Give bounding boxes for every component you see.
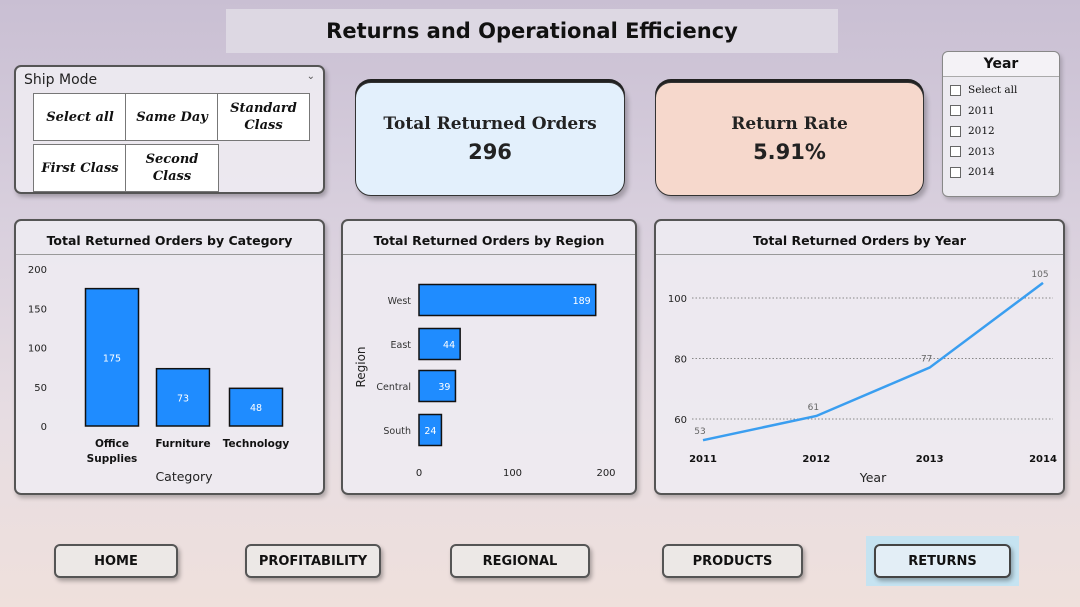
chart-category-panel: Total Returned Orders by Category 0 50 100…: [14, 219, 325, 495]
year-option-label: 2013: [968, 145, 995, 158]
data-label: 39: [438, 382, 450, 393]
data-label: 48: [250, 403, 262, 414]
x-tick-label: Technology: [223, 438, 290, 450]
checkbox-icon[interactable]: [950, 125, 961, 137]
x-tick-label: Supplies: [87, 453, 138, 465]
series-line: [702, 281, 1044, 442]
nav-returns-button[interactable]: RETURNS: [874, 544, 1011, 578]
y-axis-label: Region: [354, 346, 368, 387]
y-tick-label: 50: [34, 383, 47, 394]
y-tick-label: 60: [674, 415, 687, 426]
chevron-down-icon[interactable]: ⌄: [306, 71, 315, 82]
y-tick-label: 0: [41, 422, 47, 433]
y-tick-label: 200: [28, 265, 47, 276]
kpi-returned-label: Total Returned Orders: [383, 114, 597, 134]
ship-mode-standard-class[interactable]: Standard Class: [217, 93, 310, 141]
ship-mode-same-day[interactable]: Same Day: [125, 93, 219, 141]
year-option-label: 2012: [968, 125, 995, 138]
bar: [84, 287, 140, 427]
y-tick-label: West: [388, 296, 412, 307]
year-option-label: Select all: [968, 84, 1018, 97]
checkbox-icon[interactable]: [950, 105, 961, 117]
kpi-total-returned-orders: Total Returned Orders 296: [355, 82, 625, 196]
kpi-return-rate: Return Rate 5.91%: [655, 82, 924, 196]
y-tick-label: 80: [674, 355, 687, 366]
page-title: Returns and Operational Efficiency: [226, 9, 838, 53]
year-option-2011[interactable]: 2011: [943, 101, 1059, 122]
y-tick-label: 150: [28, 304, 47, 315]
data-label: 24: [424, 426, 436, 437]
data-label: 73: [177, 393, 189, 404]
year-option-select-all[interactable]: Select all: [943, 80, 1059, 101]
chart-category-title: Total Returned Orders by Category: [46, 233, 293, 248]
x-tick-label: Office: [95, 438, 129, 450]
bar: [418, 283, 597, 317]
year-slicer: Year Select all 2011 2012 2013 2014: [942, 51, 1060, 197]
chart-year-title: Total Returned Orders by Year: [753, 233, 966, 248]
chart-category-svg: 0 50 100 150 200 175 Office Supplies 73 Furniture…: [28, 265, 290, 484]
y-tick-label: 100: [28, 344, 47, 355]
data-label: 44: [443, 340, 455, 351]
y-tick-label: 100: [668, 294, 687, 305]
year-option-2013[interactable]: 2013: [943, 142, 1059, 163]
chart-region-svg: 189 West 44 East 39 Central 24 South 0 100 200 Regi…: [354, 283, 616, 479]
year-option-2014[interactable]: 2014: [943, 162, 1059, 183]
data-label: 105: [1031, 270, 1048, 280]
checkbox-icon[interactable]: [950, 84, 961, 96]
data-label: 77: [921, 355, 932, 365]
bar: [228, 387, 284, 427]
year-slicer-title: Year: [943, 52, 1059, 77]
x-tick-label: 100: [503, 468, 522, 479]
kpi-returned-value: 296: [468, 140, 512, 164]
bar: [418, 413, 443, 447]
kpi-rate-label: Return Rate: [731, 114, 848, 134]
kpi-rate-value: 5.91%: [753, 140, 826, 164]
x-tick-label: 200: [596, 468, 615, 479]
y-tick-label: East: [391, 340, 412, 351]
checkbox-icon[interactable]: [950, 146, 961, 158]
y-tick-label: South: [383, 426, 411, 437]
ship-mode-slicer: Ship Mode ⌄ Select all Same Day Standard…: [14, 65, 325, 194]
bar: [418, 327, 461, 361]
nav-products-button[interactable]: PRODUCTS: [662, 544, 803, 578]
year-option-2012[interactable]: 2012: [943, 121, 1059, 142]
x-axis-label: Year: [859, 470, 887, 485]
x-tick-label: 0: [416, 468, 422, 479]
ship-mode-first-class[interactable]: First Class: [33, 144, 127, 192]
bar: [155, 367, 211, 427]
x-tick-label: 2013: [916, 454, 944, 465]
nav-profitability-button[interactable]: PROFITABILITY: [245, 544, 381, 578]
year-option-label: 2011: [968, 104, 995, 117]
y-tick-label: Central: [376, 382, 411, 393]
ship-mode-select-all[interactable]: Select all: [33, 93, 127, 141]
data-label: 175: [103, 353, 121, 364]
chart-region-panel: Total Returned Orders by Region 189 West 4…: [341, 219, 637, 495]
ship-mode-title: Ship Mode: [24, 72, 98, 88]
bar: [418, 369, 457, 403]
x-tick-label: 2011: [689, 454, 717, 465]
ship-mode-second-class[interactable]: Second Class: [125, 144, 219, 192]
data-label: 53: [694, 427, 705, 437]
chart-year-svg: 60 80 100 53 61 77 105 2011 2012 2013 2014 Year: [668, 270, 1057, 485]
x-axis-label: Category: [155, 469, 213, 484]
chart-year-panel: Total Returned Orders by Year 60 80 100 53 6…: [654, 219, 1065, 495]
nav-home-button[interactable]: HOME: [54, 544, 178, 578]
x-tick-label: 2012: [802, 454, 830, 465]
nav-regional-button[interactable]: REGIONAL: [450, 544, 590, 578]
x-tick-label: 2014: [1029, 454, 1057, 465]
x-tick-label: Furniture: [155, 438, 210, 450]
year-option-label: 2014: [968, 166, 995, 179]
data-label: 61: [808, 403, 819, 413]
checkbox-icon[interactable]: [950, 166, 961, 178]
chart-region-title: Total Returned Orders by Region: [373, 233, 605, 248]
data-label: 189: [573, 296, 591, 307]
